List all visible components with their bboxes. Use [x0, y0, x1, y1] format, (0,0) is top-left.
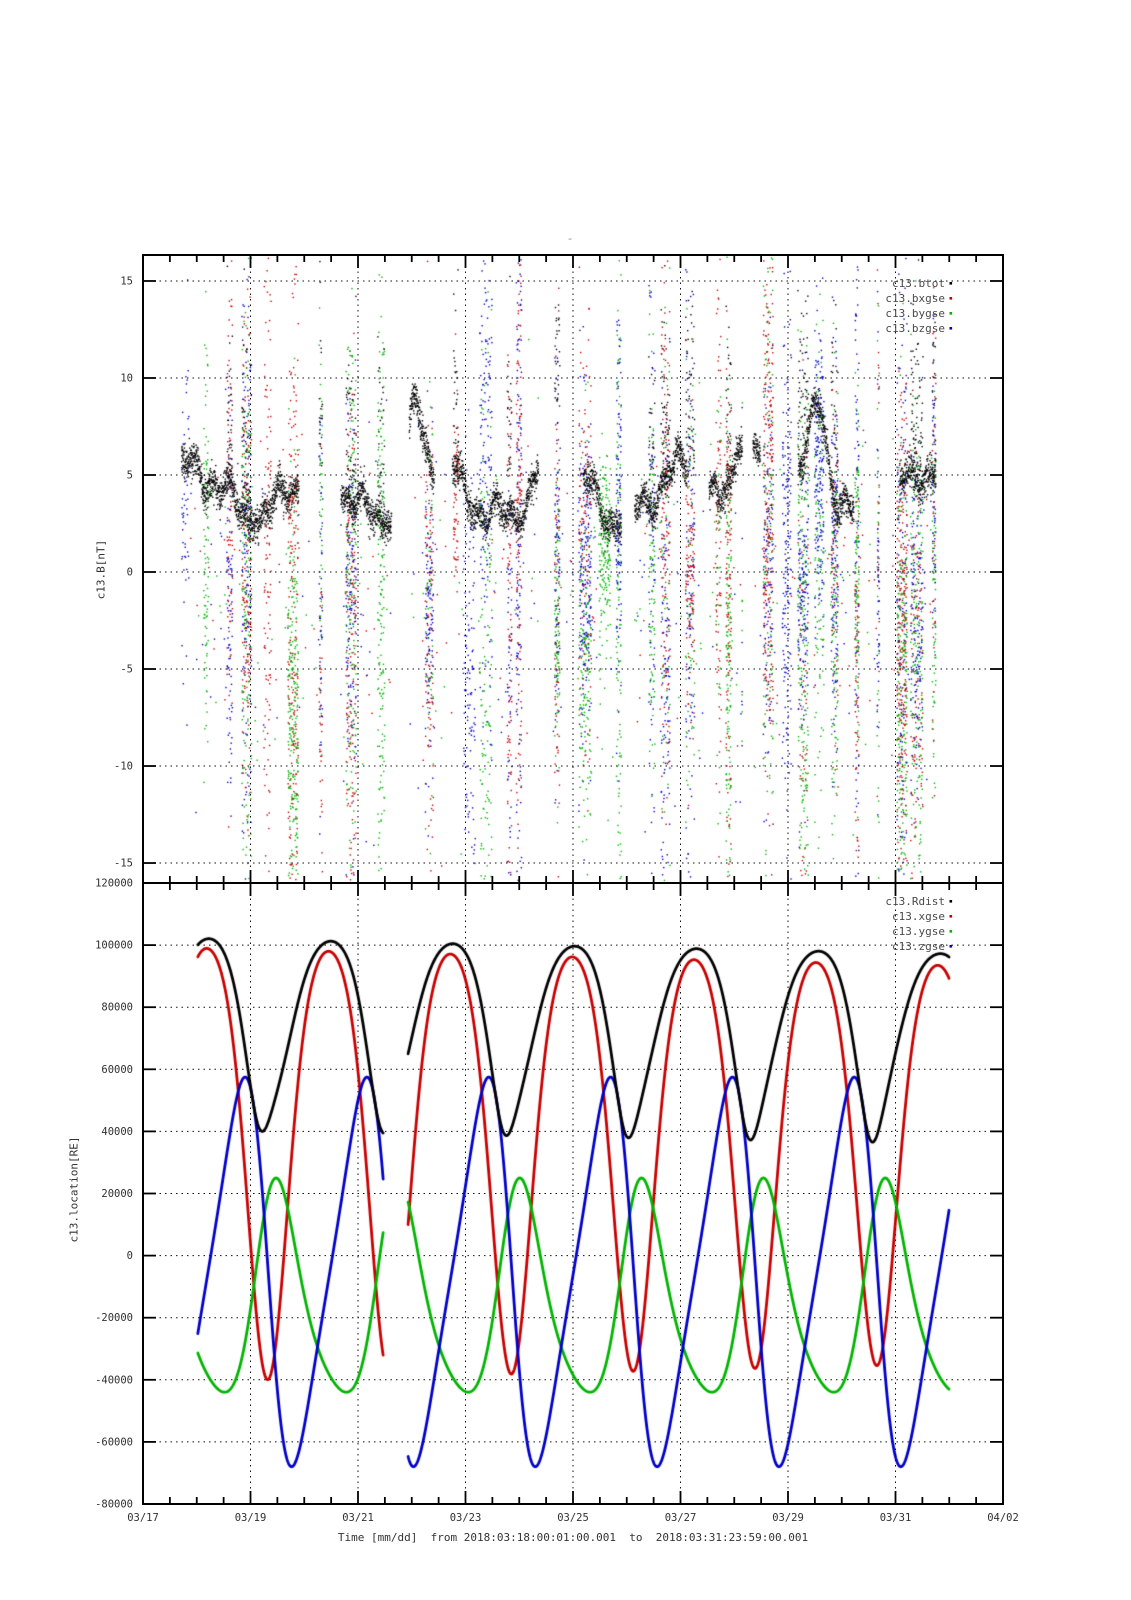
figure-title: - [566, 232, 574, 245]
x-tick-label: 03/19 [235, 1512, 267, 1524]
x-tick-label: 03/17 [127, 1512, 159, 1524]
y-axis-label-location: c13.location[RE] [67, 1136, 81, 1243]
y-tick-label: 100000 [95, 940, 133, 952]
y-tick-label: -40000 [95, 1374, 133, 1386]
y-tick-label: 10 [120, 373, 133, 385]
y-tick-label: 20000 [101, 1188, 133, 1200]
x-tick-label: 03/31 [880, 1512, 912, 1524]
y-tick-label: 5 [127, 470, 133, 482]
panel-border-location [142, 882, 1004, 1505]
y-tick-label: 40000 [101, 1126, 133, 1138]
x-tick-label: 03/25 [557, 1512, 589, 1524]
y-tick-label: -80000 [95, 1499, 133, 1511]
x-tick-label: 03/29 [772, 1512, 804, 1524]
panel-border-magnetic-field [142, 254, 1004, 884]
y-tick-label: 0 [127, 1250, 133, 1262]
y-axis-label-magnetic-field: c13.B[nT] [94, 539, 108, 600]
x-tick-label: 03/21 [342, 1512, 374, 1524]
y-tick-label: -20000 [95, 1312, 133, 1324]
x-tick-label: 03/23 [450, 1512, 482, 1524]
y-tick-label: 80000 [101, 1002, 133, 1014]
y-tick-label: 120000 [95, 878, 133, 890]
x-tick-label: 03/27 [665, 1512, 697, 1524]
y-tick-label: -5 [120, 664, 133, 676]
y-tick-label: 15 [120, 275, 133, 287]
x-axis-label-time-range: Time [mm/dd] from 2018:03:18:00:01:00.00… [337, 1531, 809, 1544]
y-tick-label: -10 [114, 761, 133, 773]
y-tick-label: 60000 [101, 1064, 133, 1076]
y-tick-label: 0 [127, 567, 133, 579]
y-tick-label: -15 [114, 858, 133, 870]
y-tick-label: -60000 [95, 1436, 133, 1448]
x-tick-label: 04/02 [987, 1512, 1019, 1524]
